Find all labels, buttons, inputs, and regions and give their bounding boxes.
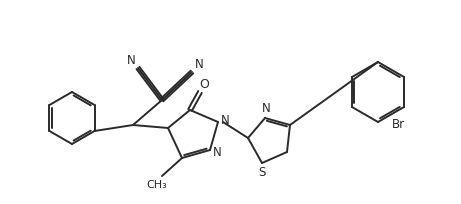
- Text: CH₃: CH₃: [147, 180, 167, 190]
- Text: S: S: [258, 166, 266, 180]
- Text: O: O: [199, 79, 209, 92]
- Text: N: N: [213, 146, 221, 160]
- Text: Br: Br: [392, 119, 405, 132]
- Text: N: N: [262, 102, 270, 115]
- Text: N: N: [195, 58, 203, 71]
- Text: N: N: [127, 53, 136, 67]
- Text: N: N: [221, 114, 230, 128]
